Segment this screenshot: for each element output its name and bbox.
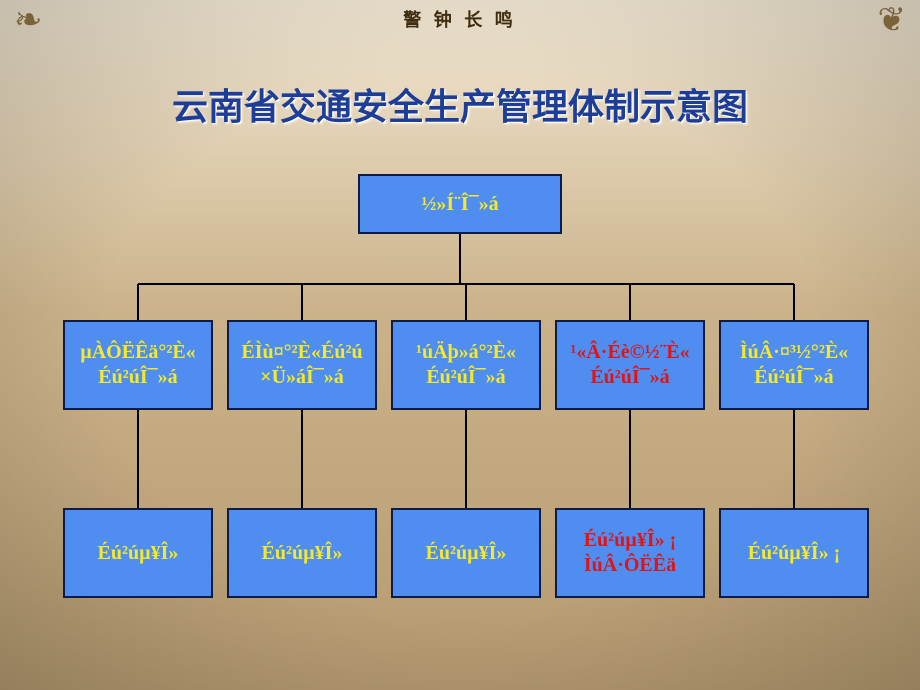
org-node-mid-5: ÌúÂ·¤³½°²È«Éú²úÎ¯»á <box>719 320 869 410</box>
corner-deco-right: ❦ <box>878 0 907 40</box>
org-node-mid-4: ¹«Â·Éè©½¨È«Éú²úÎ¯»á <box>555 320 705 410</box>
header-banner-text: 警 钟 长 鸣 <box>0 6 920 32</box>
org-node-root: ½»Í¨Î¯»á <box>358 174 562 234</box>
org-node-mid-2: ÉÌù¤°²È«Éú²ú×Ü»áÎ¯»á <box>227 320 377 410</box>
diagram-title: 云南省交通安全生产管理体制示意图 <box>0 78 920 130</box>
org-node-bottom-1: Éú²úµ¥Î» <box>63 508 213 598</box>
org-node-mid-1: µÀÔËÊä°²È«Éú²úÎ¯»á <box>63 320 213 410</box>
org-node-mid-3: ¹úÄþ»á°²È«Éú²úÎ¯»á <box>391 320 541 410</box>
corner-deco-left: ❧ <box>14 0 43 40</box>
org-node-bottom-2: Éú²úµ¥Î» <box>227 508 377 598</box>
org-node-bottom-5: Éú²úµ¥Î» ¡ <box>719 508 869 598</box>
org-node-bottom-3: Éú²úµ¥Î» <box>391 508 541 598</box>
org-node-bottom-4: Éú²úµ¥Î» ¡ÌúÂ·ÔËÊä <box>555 508 705 598</box>
